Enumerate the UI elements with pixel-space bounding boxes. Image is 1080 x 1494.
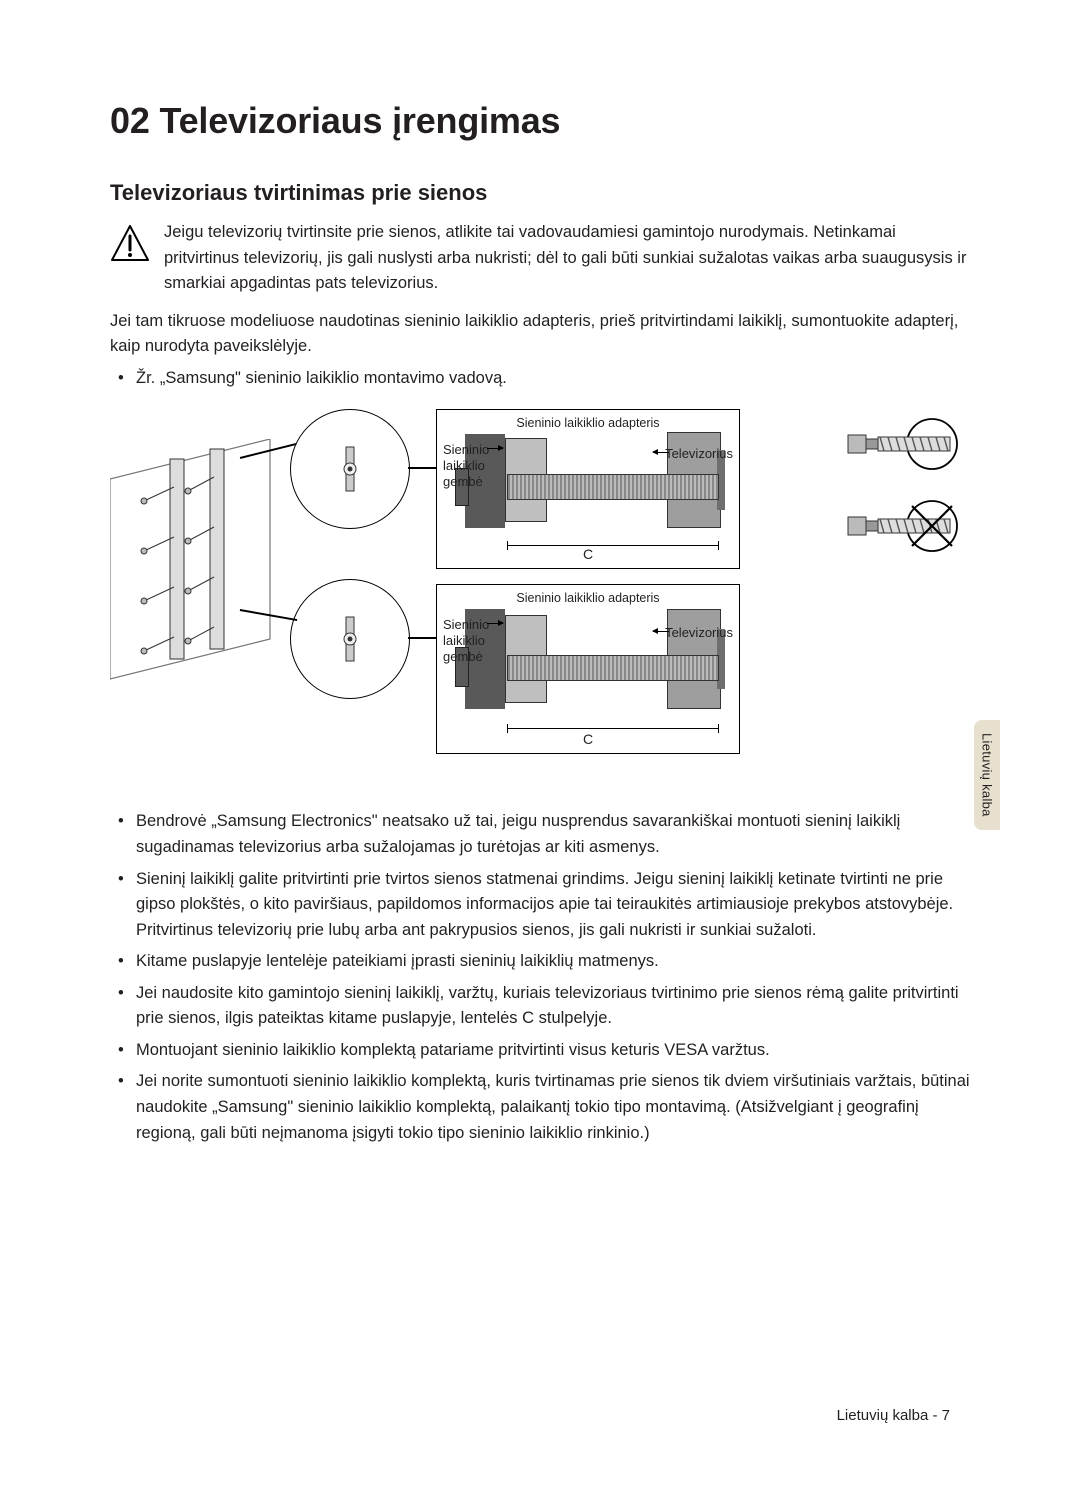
bracket-label-bottom: Sieninio laikiklio gembė [443, 617, 501, 664]
bracket-label-top: Sieninio laikiklio gembė [443, 442, 501, 489]
tv-label-bottom: Televizorius [665, 625, 733, 641]
c-label-bottom: C [583, 731, 593, 747]
section-heading: Televizoriaus tvirtinimas prie sienos [110, 180, 970, 206]
note-item: Jei naudosite kito gamintojo sieninį lai… [136, 981, 970, 1032]
adapter-label-bottom: Sieninio laikiklio adapteris [437, 591, 739, 606]
note-item: Montuojant sieninio laikiklio komplektą … [136, 1038, 970, 1064]
chapter-title: 02 Televizoriaus įrengimas [110, 100, 970, 142]
tv-label-top: Televizorius [665, 446, 733, 462]
warning-block: Jeigu televizorių tvirtinsite prie sieno… [110, 220, 970, 303]
intro-text: Jei tam tikruose modeliuose naudotinas s… [110, 309, 970, 360]
note-item: Bendrovė „Samsung Electronics" neatsako … [136, 809, 970, 860]
c-label-top: C [583, 546, 593, 562]
language-tab-label: Lietuvių kalba [980, 733, 995, 817]
zoom-circle-top [290, 409, 410, 529]
mounting-figure: Sieninio laikiklio adapteris Sieninio la… [110, 409, 890, 769]
screw-incorrect-icon [840, 499, 960, 554]
warning-text: Jeigu televizorių tvirtinsite prie sieno… [164, 220, 970, 297]
zoom-circle-bottom [290, 579, 410, 699]
warning-icon [110, 224, 150, 264]
notes-list: Bendrovė „Samsung Electronics" neatsako … [110, 809, 970, 1146]
screw-correct-icon [840, 417, 960, 472]
intro-bullet: Žr. „Samsung" sieninio laikiklio montavi… [136, 366, 970, 392]
language-tab: Lietuvių kalba [974, 720, 1000, 830]
detail-box-top: Sieninio laikiklio adapteris Sieninio la… [436, 409, 740, 569]
note-item: Jei norite sumontuoti sieninio laikiklio… [136, 1069, 970, 1146]
note-item: Kitame puslapyje lentelėje pateikiami įp… [136, 949, 970, 975]
page-footer: Lietuvių kalba - 7 [837, 1407, 950, 1424]
adapter-label-top: Sieninio laikiklio adapteris [437, 416, 739, 431]
note-item: Sieninį laikiklį galite pritvirtinti pri… [136, 867, 970, 944]
chapter-title-text: Televizoriaus įrengimas [159, 100, 560, 141]
detail-box-bottom: Sieninio laikiklio adapteris Sieninio la… [436, 584, 740, 754]
chapter-number: 02 [110, 100, 150, 141]
